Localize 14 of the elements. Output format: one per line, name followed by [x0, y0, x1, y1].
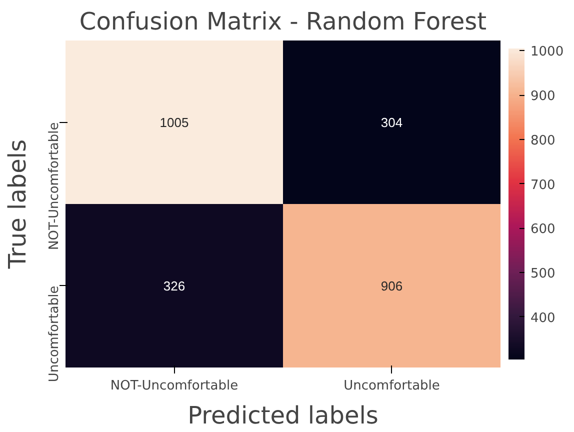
color-bar-label: 800 — [530, 133, 556, 148]
color-bar-label: 500 — [530, 266, 556, 282]
x-axis-title: Predicted labels — [188, 402, 378, 430]
chart-title: Confusion Matrix - Random Forest — [79, 8, 487, 36]
color-bar-label: 400 — [530, 310, 556, 326]
color-bar-label: 700 — [530, 178, 556, 193]
data-label: 1005 — [160, 114, 189, 130]
color-bar-label: 1000 — [530, 44, 564, 60]
data-label: 304 — [380, 114, 403, 130]
y-axis-title: True labels — [4, 139, 32, 270]
data-label: 326 — [163, 278, 186, 294]
color-bar-label: 900 — [530, 89, 556, 104]
data-label: 906 — [380, 278, 403, 294]
color-bar-label: 600 — [530, 222, 556, 238]
